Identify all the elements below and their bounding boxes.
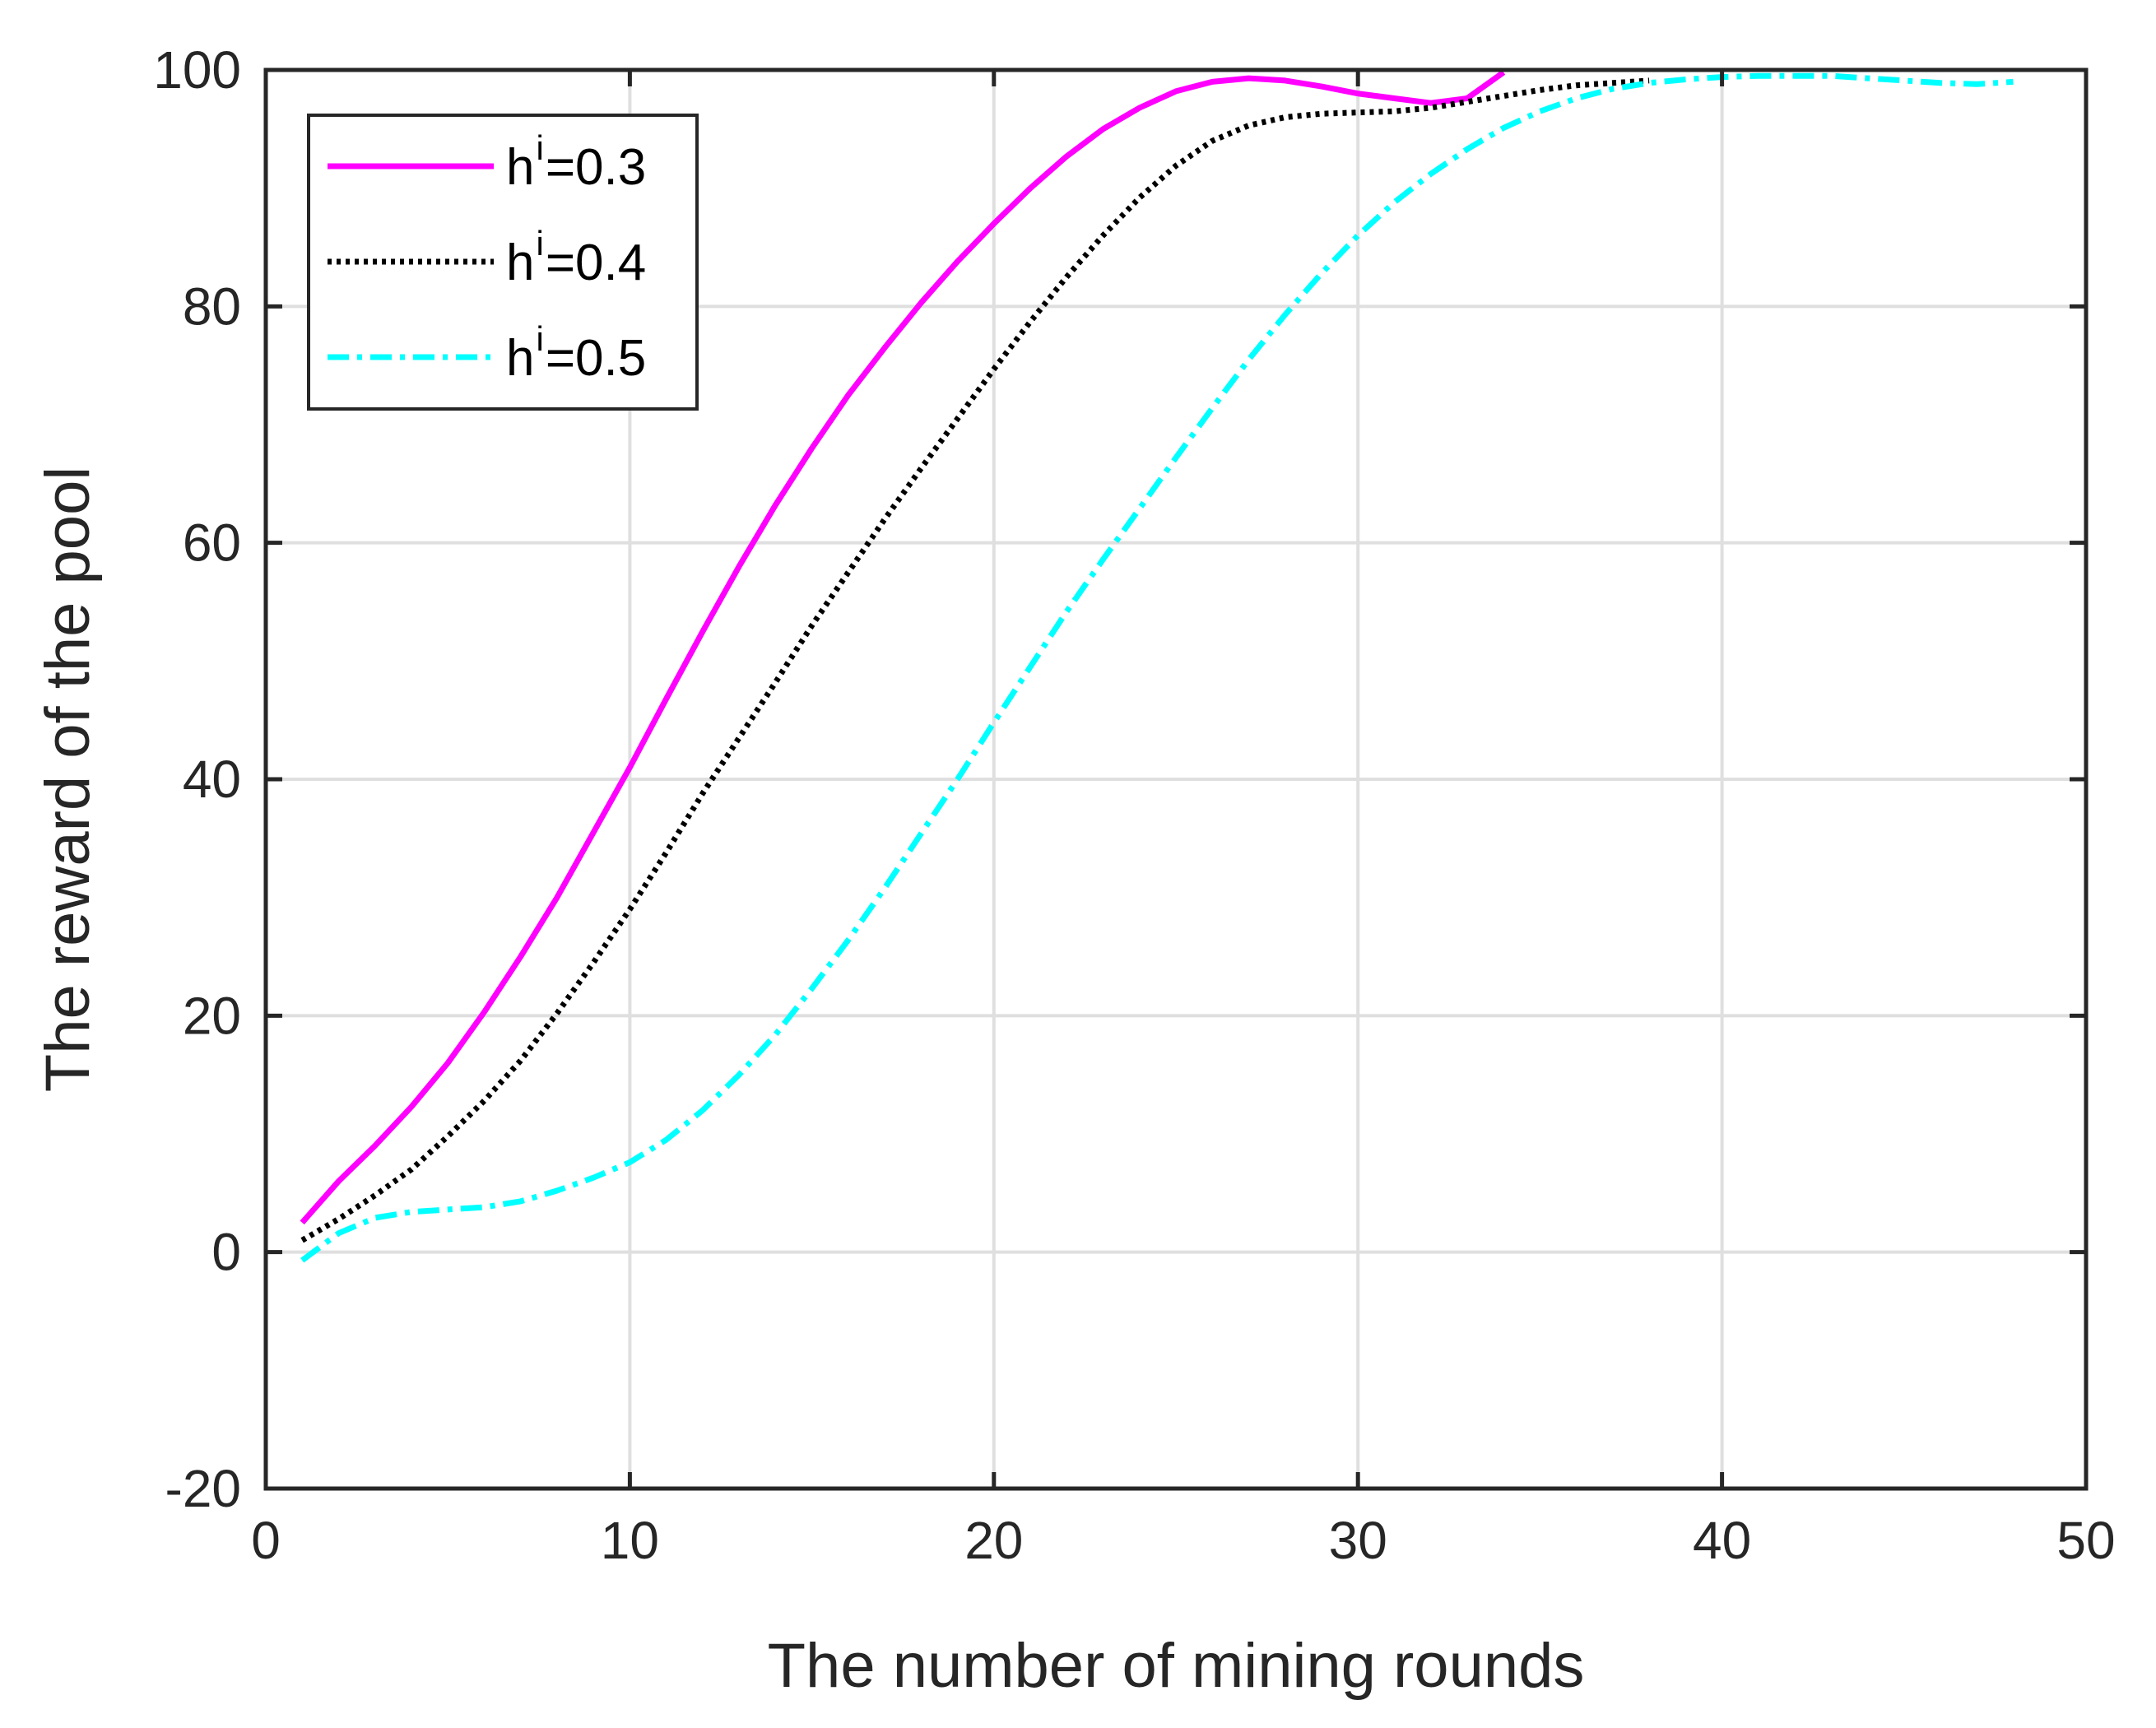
legend-label-2: hi=0.4 — [506, 224, 646, 291]
y-tick-label: 60 — [183, 513, 241, 573]
y-tick-label: -20 — [165, 1459, 242, 1518]
series-line-3 — [300, 72, 2014, 1263]
x-tick-label: 20 — [964, 1511, 1023, 1570]
x-tick-label: 40 — [1693, 1511, 1751, 1570]
legend-label-3: hi=0.5 — [506, 319, 646, 387]
axis-ticks — [263, 67, 2089, 1491]
legend: hi=0.3 hi=0.4 hi=0.5 — [307, 114, 699, 411]
x-tick-label: 30 — [1329, 1511, 1387, 1570]
x-axis-title: The number of mining rounds — [768, 1631, 1585, 1701]
legend-label-1: hi=0.3 — [506, 128, 646, 196]
legend-items: hi=0.3 hi=0.4 hi=0.5 — [328, 128, 646, 387]
x-tick-label: 50 — [2056, 1511, 2115, 1570]
x-tick-label: 0 — [251, 1511, 281, 1570]
x-tick-label: 10 — [601, 1511, 659, 1570]
series-line-2 — [300, 77, 1650, 1243]
y-tick-label: 40 — [183, 750, 241, 809]
y-tick-label: 80 — [183, 276, 241, 336]
series-line-1 — [300, 70, 1506, 1225]
y-tick-label: 0 — [211, 1223, 241, 1282]
y-tick-label: 100 — [153, 40, 241, 100]
grid-lines — [266, 70, 2086, 1489]
y-tick-label: 20 — [183, 986, 241, 1045]
y-axis-title: The reward of the pool — [33, 467, 103, 1092]
data-series — [300, 70, 2014, 1263]
